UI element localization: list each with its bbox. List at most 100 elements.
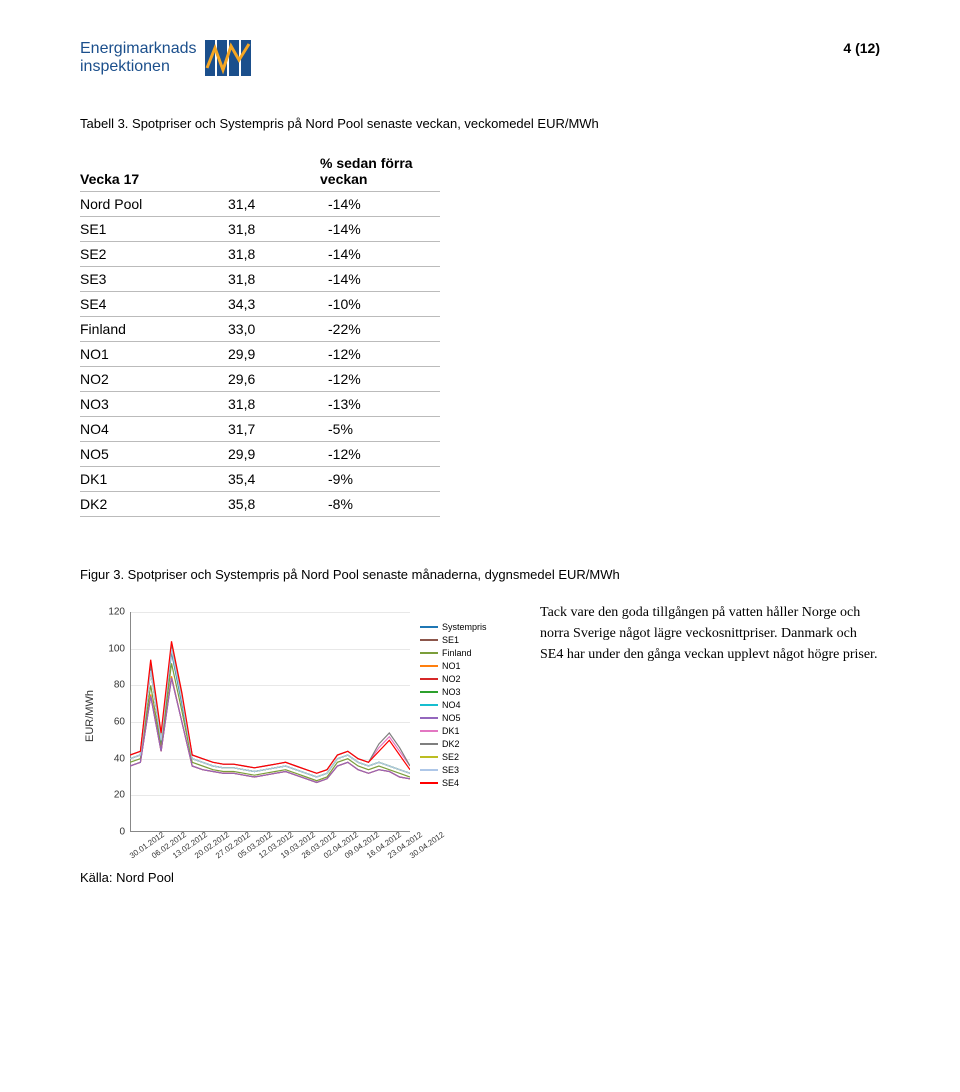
legend-swatch <box>420 665 438 667</box>
cell-pct: -8% <box>320 492 440 517</box>
legend-item: Systempris <box>420 622 520 632</box>
th-region: Vecka 17 <box>80 151 220 192</box>
cell-pct: -12% <box>320 367 440 392</box>
cell-value: 35,8 <box>220 492 320 517</box>
table-row: SE434,3-10% <box>80 292 440 317</box>
table-row: NO529,9-12% <box>80 442 440 467</box>
cell-region: NO1 <box>80 342 220 367</box>
legend-item: SE1 <box>420 635 520 645</box>
table-row: DK235,8-8% <box>80 492 440 517</box>
cell-region: SE4 <box>80 292 220 317</box>
logo-text: Energimarknads inspektionen <box>80 40 197 75</box>
cell-value: 31,8 <box>220 267 320 292</box>
cell-pct: -14% <box>320 242 440 267</box>
cell-value: 31,8 <box>220 242 320 267</box>
cell-pct: -12% <box>320 342 440 367</box>
legend-item: SE2 <box>420 752 520 762</box>
spot-price-table: Vecka 17 % sedan förra veckan Nord Pool3… <box>80 151 440 517</box>
table-row: SE131,8-14% <box>80 217 440 242</box>
table-row: NO129,9-12% <box>80 342 440 367</box>
cell-pct: -13% <box>320 392 440 417</box>
y-tick-label: 80 <box>80 680 125 691</box>
table-row: DK135,4-9% <box>80 467 440 492</box>
cell-value: 31,8 <box>220 392 320 417</box>
table-row: NO331,8-13% <box>80 392 440 417</box>
legend-label: NO3 <box>442 687 461 697</box>
table-header-row: Vecka 17 % sedan förra veckan <box>80 151 440 192</box>
cell-pct: -14% <box>320 192 440 217</box>
y-tick-label: 120 <box>80 607 125 618</box>
commentary-text: Tack vare den goda tillgången på vatten … <box>540 602 880 665</box>
cell-value: 35,4 <box>220 467 320 492</box>
legend-swatch <box>420 678 438 680</box>
cell-pct: -9% <box>320 467 440 492</box>
table-row: SE331,8-14% <box>80 267 440 292</box>
legend-label: NO2 <box>442 674 461 684</box>
chart-legend: SystemprisSE1FinlandNO1NO2NO3NO4NO5DK1DK… <box>420 622 520 788</box>
page-container: Energimarknads inspektionen 4 (12) Tabel… <box>0 0 960 955</box>
cell-value: 31,7 <box>220 417 320 442</box>
logo-icon <box>205 40 253 76</box>
legend-label: NO5 <box>442 713 461 723</box>
cell-value: 33,0 <box>220 317 320 342</box>
legend-swatch <box>420 691 438 693</box>
cell-value: 29,9 <box>220 342 320 367</box>
legend-swatch <box>420 743 438 745</box>
cell-pct: -22% <box>320 317 440 342</box>
legend-swatch <box>420 730 438 732</box>
cell-pct: -10% <box>320 292 440 317</box>
chart-section: EUR/MWh 02040608010012030.01.201206.02.2… <box>80 602 880 885</box>
y-tick-label: 60 <box>80 717 125 728</box>
cell-value: 31,8 <box>220 217 320 242</box>
cell-region: DK1 <box>80 467 220 492</box>
chart-caption: Figur 3. Spotpriser och Systempris på No… <box>80 567 880 582</box>
page-number: 4 (12) <box>843 40 880 56</box>
x-labels: 30.01.201206.02.201213.02.201220.02.2012… <box>130 834 410 862</box>
legend-swatch <box>420 652 438 654</box>
cell-pct: -12% <box>320 442 440 467</box>
cell-value: 34,3 <box>220 292 320 317</box>
cell-region: Finland <box>80 317 220 342</box>
table-caption: Tabell 3. Spotpriser och Systempris på N… <box>80 116 880 131</box>
cell-pct: -14% <box>320 267 440 292</box>
legend-item: DK2 <box>420 739 520 749</box>
legend-item: DK1 <box>420 726 520 736</box>
chart-box: EUR/MWh 02040608010012030.01.201206.02.2… <box>80 602 520 885</box>
legend-label: NO1 <box>442 661 461 671</box>
series-line <box>130 678 410 783</box>
cell-region: NO3 <box>80 392 220 417</box>
cell-region: NO5 <box>80 442 220 467</box>
legend-swatch <box>420 717 438 719</box>
legend-swatch <box>420 639 438 641</box>
th-pct: % sedan förra veckan <box>320 151 440 192</box>
legend-label: Systempris <box>442 622 487 632</box>
series-line <box>130 678 410 783</box>
legend-label: DK1 <box>442 726 460 736</box>
legend-item: NO1 <box>420 661 520 671</box>
legend-label: Finland <box>442 648 472 658</box>
y-tick-label: 100 <box>80 643 125 654</box>
cell-region: DK2 <box>80 492 220 517</box>
series-line <box>130 641 410 773</box>
chart-svg <box>130 612 410 832</box>
cell-value: 29,6 <box>220 367 320 392</box>
legend-item: NO2 <box>420 674 520 684</box>
legend-label: SE3 <box>442 765 459 775</box>
legend-label: DK2 <box>442 739 460 749</box>
legend-item: NO5 <box>420 713 520 723</box>
legend-item: NO3 <box>420 687 520 697</box>
cell-region: SE3 <box>80 267 220 292</box>
cell-region: NO2 <box>80 367 220 392</box>
legend-swatch <box>420 704 438 706</box>
table-row: Finland33,0-22% <box>80 317 440 342</box>
logo-line2: inspektionen <box>80 58 170 75</box>
legend-item: Finland <box>420 648 520 658</box>
series-line <box>130 676 410 782</box>
series-line <box>130 652 410 777</box>
legend-swatch <box>420 626 438 628</box>
legend-label: SE2 <box>442 752 459 762</box>
cell-region: Nord Pool <box>80 192 220 217</box>
y-tick-label: 40 <box>80 753 125 764</box>
legend-swatch <box>420 756 438 758</box>
legend-label: SE1 <box>442 635 459 645</box>
